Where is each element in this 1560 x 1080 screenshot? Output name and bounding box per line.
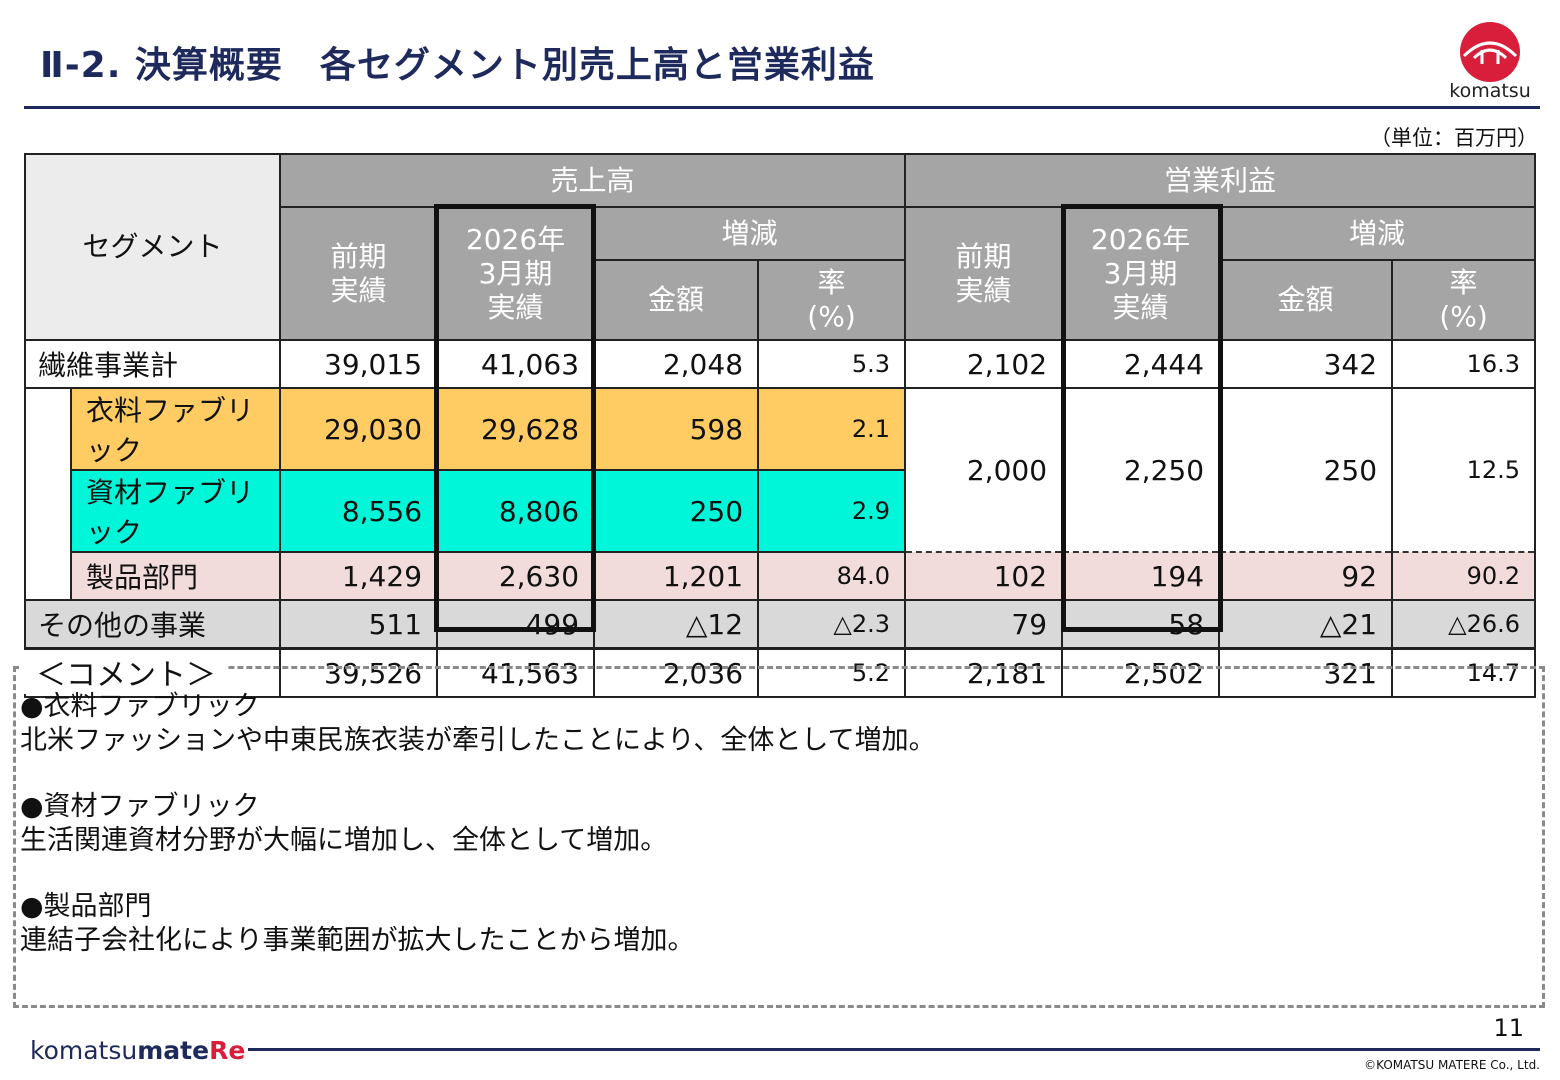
footer-brand-logo: komatsumateRe: [30, 1036, 245, 1065]
brand-part: komatsu: [30, 1036, 138, 1065]
op-current: 2,444: [1061, 339, 1221, 389]
comment-heading: ●衣料ファブリック: [20, 691, 260, 722]
op-prev: 79: [904, 599, 1064, 650]
table-row: 資材ファブリック 8,556 8,806 250 2.9: [25, 469, 1535, 553]
comment-heading: ●資材ファブリック: [20, 791, 260, 822]
sales-amount: 598: [593, 387, 760, 471]
op-rate: 14.7: [1391, 647, 1537, 698]
sales-current: 2,630: [436, 551, 596, 601]
sales-current: 41,563: [436, 647, 596, 698]
komatsu-logo: komatsu: [1440, 16, 1540, 106]
brand-part: Re: [209, 1036, 246, 1065]
sales-rate: 2.1: [757, 387, 907, 471]
sales-current: 8,806: [436, 469, 596, 553]
sales-rate-header: 率 (%): [757, 259, 907, 341]
sales-prev: 39,526: [279, 647, 439, 698]
op-prev: 2,000: [904, 387, 1064, 553]
segment-table: セグメント 売上高 営業利益 前期 実績 2026年 3月期 実績 増減 前期 …: [23, 153, 1537, 698]
op-amount: 342: [1218, 339, 1394, 389]
sales-amount: 2,036: [593, 647, 760, 698]
sales-header: 売上高: [279, 153, 907, 208]
footer-divider: [248, 1048, 1540, 1051]
op-current-header: 2026年 3月期 実績: [1061, 206, 1221, 341]
sales-rate: 2.9: [757, 469, 907, 553]
op-prev: 102: [904, 551, 1064, 601]
sales-change-header: 増減: [593, 206, 907, 261]
comment-body: ●衣料ファブリック 北米ファッションや中東民族衣装が牽引したことにより、全体とし…: [20, 690, 1520, 990]
op-current: 2,250: [1061, 387, 1221, 553]
op-current: 194: [1061, 551, 1221, 601]
op-change-header: 増減: [1218, 206, 1537, 261]
table-row: 衣料ファブリック 29,030 29,628 598 2.1 2,000 2,2…: [24, 387, 1537, 600]
op-amount-header: 金額: [1218, 259, 1394, 341]
op-rate: 12.5: [1391, 387, 1537, 553]
sales-prev-header: 前期 実績: [279, 206, 439, 341]
sales-amount: △12: [593, 599, 760, 650]
copyright: ©KOMATSU MATERE Co., Ltd.: [1364, 1058, 1540, 1072]
row-label: 繊維事業計: [23, 339, 282, 389]
op-amount: 92: [1218, 551, 1394, 601]
comment-box: [13, 666, 1545, 1008]
op-rate: 90.2: [1391, 551, 1537, 601]
indent-cell: [24, 388, 72, 600]
table-row: 繊維事業計 39,015 41,063 2,048 5.3 2,102 2,44…: [23, 339, 1537, 389]
op-amount: 250: [1218, 387, 1394, 553]
op-prev-header: 前期 実績: [904, 206, 1064, 341]
comment-text: 連結子会社化により事業範囲が拡大したことから増加。: [20, 925, 695, 956]
op-rate-header: 率 (%): [1391, 259, 1537, 341]
sales-prev: 511: [279, 599, 439, 650]
comment-item: ●製品部門 連結子会社化により事業範囲が拡大したことから増加。: [20, 890, 1520, 958]
sales-amount-header: 金額: [593, 259, 760, 341]
page-title: Ⅱ-2. 決算概要 各セグメント別売上高と営業利益: [40, 45, 875, 86]
sales-current: 29,628: [436, 387, 596, 471]
sales-amount: 2,048: [593, 339, 760, 389]
op-amount: 321: [1218, 647, 1394, 698]
op-amount: △21: [1218, 599, 1394, 650]
table-row: その他の事業 511 499 △12 △2.3 79 58 △21 △26.6: [23, 599, 1537, 650]
unit-label: （単位：百万円）: [1370, 126, 1538, 150]
sales-prev: 39,015: [279, 339, 439, 389]
sales-rate: △2.3: [757, 599, 907, 650]
comment-text: 生活関連資材分野が大幅に増加し、全体として増加。: [20, 825, 668, 856]
segment-header: セグメント: [23, 153, 282, 341]
title-divider: [24, 106, 1540, 109]
page-number: 11: [1493, 1014, 1524, 1042]
brand-part: mate: [137, 1036, 210, 1065]
operating-profit-header: 営業利益: [904, 153, 1537, 208]
sales-current: 41,063: [436, 339, 596, 389]
op-rate: 16.3: [1391, 339, 1537, 389]
op-current: 2,502: [1061, 647, 1221, 698]
table-row: 製品部門 1,429 2,630 1,201 84.0 102 194 92 9…: [25, 551, 1537, 601]
logo-text: komatsu: [1449, 80, 1531, 102]
sales-rate: 5.3: [757, 339, 907, 389]
sales-current-header: 2026年 3月期 実績: [436, 206, 596, 341]
row-label: その他の事業: [23, 599, 282, 650]
op-rate: △26.6: [1391, 599, 1537, 650]
sales-prev: 1,429: [279, 551, 439, 601]
row-label: 衣料ファブリック: [69, 387, 282, 471]
logo-mark-icon: [1460, 22, 1520, 82]
comment-heading: ●製品部門: [20, 891, 152, 922]
op-prev: 2,181: [904, 647, 1064, 698]
op-current: 58: [1061, 599, 1221, 650]
sales-amount: 250: [593, 469, 760, 553]
sales-prev: 8,556: [279, 469, 439, 553]
sales-amount: 1,201: [593, 551, 760, 601]
row-label: 資材ファブリック: [69, 469, 282, 553]
sales-rate: 84.0: [757, 551, 907, 601]
comment-text: 北米ファッションや中東民族衣装が牽引したことにより、全体として増加。: [20, 725, 936, 756]
sales-prev: 29,030: [279, 387, 439, 471]
comment-item: ●資材ファブリック 生活関連資材分野が大幅に増加し、全体として増加。: [20, 790, 1520, 858]
sales-rate: 5.2: [757, 647, 907, 698]
comment-title: ＜コメント＞: [22, 650, 226, 694]
op-prev: 2,102: [904, 339, 1064, 389]
sales-current: 499: [436, 599, 596, 650]
comment-item: ●衣料ファブリック 北米ファッションや中東民族衣装が牽引したことにより、全体とし…: [20, 690, 1520, 758]
row-label: 製品部門: [69, 551, 282, 601]
